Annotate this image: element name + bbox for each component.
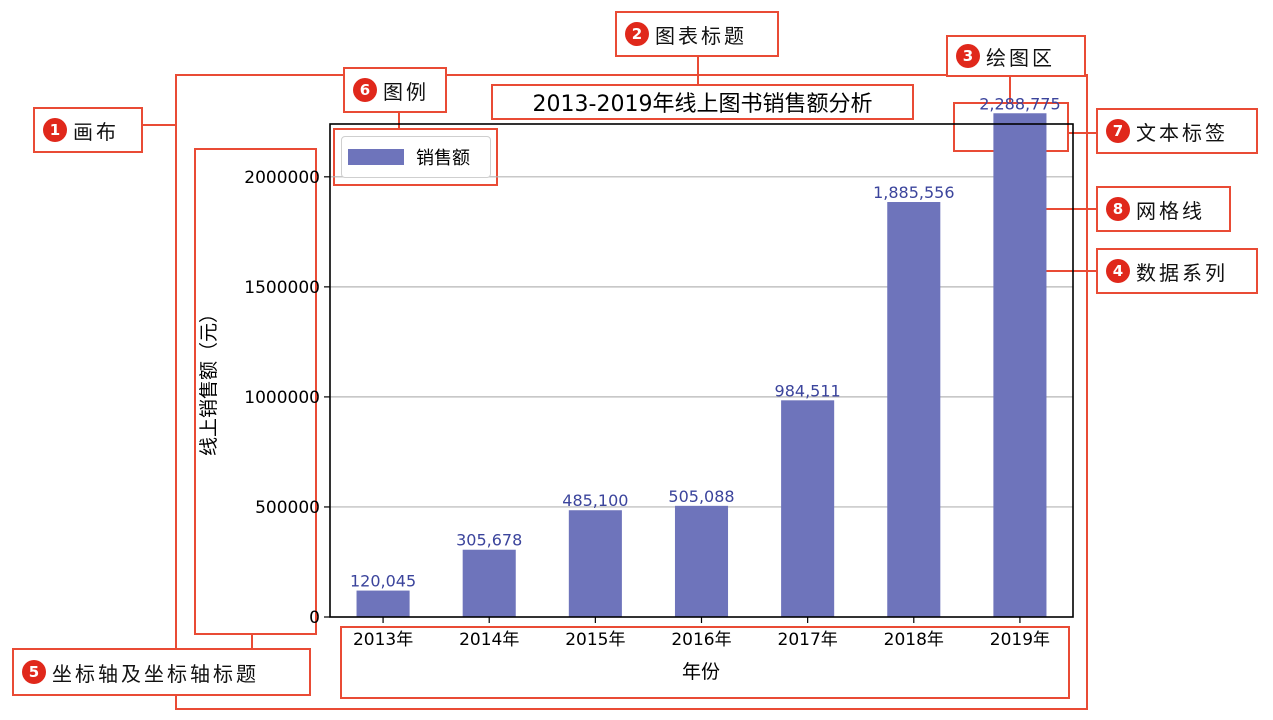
- x-tick-label: 2013年: [353, 630, 413, 650]
- bar: [568, 510, 622, 617]
- xaxis-highlight: [340, 626, 1070, 699]
- bar: [674, 505, 729, 617]
- callout-label: 图例: [383, 79, 429, 104]
- callout-number: 4: [1106, 259, 1130, 283]
- callout-axes: 5 坐标轴及坐标轴标题: [12, 648, 311, 696]
- canvas-frame: [175, 74, 1088, 710]
- chart-title: 2013-2019年线上图书销售额分析: [491, 84, 914, 120]
- legend-label: 销售额: [416, 148, 470, 169]
- y-tick-layer: 0 500000 1000000 1500000 2000000: [244, 168, 330, 628]
- callout-text-label: 7 文本标签: [1096, 108, 1258, 154]
- callout-number: 8: [1106, 197, 1130, 221]
- callout-plot-area: 3 绘图区: [946, 35, 1086, 77]
- connector-title-vertical: [697, 56, 699, 84]
- bar-layer: [356, 113, 1047, 618]
- callout-legend: 6 图例: [343, 67, 447, 113]
- callout-number: 7: [1106, 119, 1130, 143]
- x-tick-label: 2016年: [671, 630, 731, 650]
- x-tick-layer: 2013年 2014年 2015年 2016年 2017年 2018年 2019年: [353, 617, 1050, 650]
- bar: [781, 400, 835, 617]
- connector-plot-area-vertical: [1009, 76, 1011, 102]
- callout-label: 数据系列: [1136, 260, 1228, 285]
- legend-highlight: [333, 128, 498, 186]
- callout-label: 图表标题: [655, 23, 747, 48]
- x-tick-label: 2017年: [778, 630, 838, 650]
- legend: 销售额: [341, 136, 491, 178]
- connector-data-series: [1040, 270, 1096, 272]
- connector-legend-vertical: [398, 112, 400, 128]
- y-tick-label: 1500000: [244, 278, 320, 298]
- y-tick-label: 2000000: [244, 168, 320, 188]
- bar-label-layer: 120,045 305,678 485,100 505,088 984,511 1,885…: [350, 94, 1061, 590]
- callout-label: 网格线: [1136, 198, 1205, 223]
- callout-title: 2 图表标题: [615, 11, 779, 57]
- bar-value-label: 305,678: [456, 531, 522, 550]
- callout-number: 2: [625, 22, 649, 46]
- connector-axes-vertical: [251, 635, 253, 650]
- x-tick-label: 2018年: [884, 630, 944, 650]
- bar-value-label: 984,511: [775, 381, 841, 400]
- callout-label: 文本标签: [1136, 120, 1228, 145]
- bar: [993, 113, 1047, 618]
- callout-number: 6: [353, 78, 377, 102]
- callout-grid: 8 网格线: [1096, 186, 1231, 232]
- y-tick-label: 1000000: [244, 388, 320, 408]
- bar: [462, 549, 516, 617]
- bar-value-label: 120,045: [350, 572, 416, 591]
- grid-layer: [330, 176, 1073, 508]
- legend-swatch: [348, 149, 404, 165]
- callout-number: 1: [43, 118, 67, 142]
- connector-text-label: [1069, 132, 1096, 134]
- callout-data-series: 4 数据系列: [1096, 248, 1258, 294]
- bar-value-label: 485,100: [562, 491, 628, 510]
- callout-label: 坐标轴及坐标轴标题: [52, 661, 259, 686]
- x-tick-label: 2014年: [459, 630, 519, 650]
- y-axis-title: 线上销售额（元）: [198, 304, 220, 456]
- x-tick-label: 2015年: [565, 630, 625, 650]
- callout-label: 画布: [73, 119, 119, 144]
- y-tick-label: 500000: [255, 498, 320, 518]
- connector-canvas: [142, 124, 175, 126]
- x-tick-label: 2019年: [990, 630, 1050, 650]
- callout-canvas: 1 画布: [33, 107, 143, 153]
- x-axis-title: 年份: [682, 661, 720, 683]
- bar-value-label: 1,885,556: [873, 183, 954, 202]
- bar-value-label: 505,088: [668, 487, 734, 506]
- callout-number: 5: [22, 660, 46, 684]
- bar: [887, 202, 941, 617]
- yaxis-highlight: [194, 148, 317, 635]
- callout-label: 绘图区: [986, 45, 1055, 70]
- callout-number: 3: [956, 44, 980, 68]
- bar: [356, 590, 410, 617]
- y-tick-label: 0: [309, 608, 320, 628]
- connector-grid: [1040, 208, 1096, 210]
- bar-value-label: 2,288,775: [979, 94, 1060, 113]
